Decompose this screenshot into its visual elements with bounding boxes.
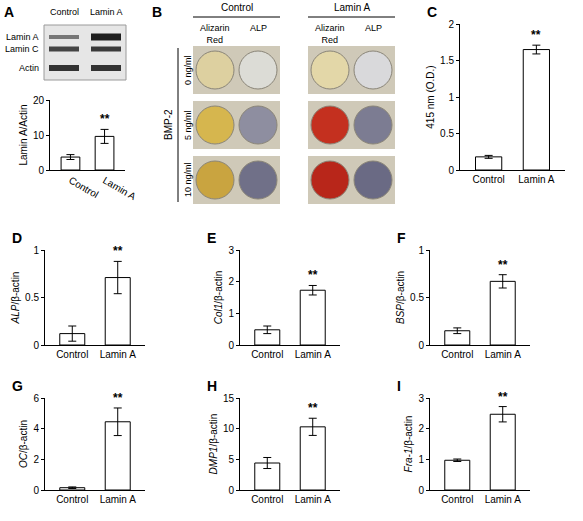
svg-text:Control: Control (441, 349, 473, 360)
svg-text:2: 2 (418, 423, 424, 434)
svg-text:2: 2 (448, 19, 454, 30)
svg-text:1: 1 (448, 92, 454, 103)
svg-text:0: 0 (448, 165, 454, 176)
svg-text:C: C (427, 4, 437, 20)
svg-text:5: 5 (228, 454, 234, 465)
svg-text:**: ** (100, 112, 110, 126)
svg-text:Control: Control (50, 7, 79, 17)
svg-text:Lamin A: Lamin A (485, 494, 521, 505)
svg-text:0: 0 (33, 485, 39, 496)
svg-text:10: 10 (33, 130, 45, 141)
svg-text:ALP: ALP (365, 23, 382, 33)
svg-text:0: 0 (418, 340, 424, 351)
svg-text:I: I (397, 378, 401, 394)
svg-text:F: F (397, 230, 406, 246)
svg-text:0: 0 (228, 485, 234, 496)
svg-text:BSP/β-actin: BSP/β-actin (395, 271, 406, 324)
svg-text:AlizarinRed: AlizarinRed (315, 23, 345, 45)
svg-text:**: ** (308, 401, 318, 415)
svg-text:Control: Control (251, 494, 283, 505)
svg-text:Lamin C: Lamin C (5, 44, 39, 54)
svg-text:0: 0 (33, 340, 39, 351)
svg-text:AlizarinRed: AlizarinRed (200, 23, 230, 45)
svg-text:**: ** (498, 258, 508, 272)
svg-text:G: G (12, 378, 23, 394)
svg-text:**: ** (531, 28, 541, 42)
svg-text:10 ng/ml: 10 ng/ml (183, 162, 193, 197)
svg-text:Lamin A: Lamin A (518, 174, 554, 185)
svg-text:OC/β-actin: OC/β-actin (18, 420, 29, 468)
svg-text:Control: Control (56, 494, 88, 505)
svg-text:0 ng/ml: 0 ng/ml (183, 55, 193, 85)
svg-text:Lamin A: Lamin A (295, 494, 331, 505)
svg-text:E: E (207, 230, 216, 246)
svg-text:**: ** (113, 391, 123, 405)
svg-text:0.5: 0.5 (25, 292, 39, 303)
svg-text:Control: Control (441, 494, 473, 505)
svg-text:DMP1/β-actin: DMP1/β-actin (208, 414, 219, 475)
svg-text:Lamin A: Lamin A (100, 494, 136, 505)
svg-text:BMP-2: BMP-2 (163, 109, 174, 140)
svg-text:Lamin A: Lamin A (100, 349, 136, 360)
svg-text:Lamin A: Lamin A (334, 2, 370, 13)
svg-text:0: 0 (418, 485, 424, 496)
svg-text:415 nm (O.D.): 415 nm (O.D.) (425, 65, 436, 128)
svg-text:Lamin A: Lamin A (6, 32, 39, 42)
svg-text:H: H (207, 378, 217, 394)
svg-text:2: 2 (228, 276, 234, 287)
svg-text:B: B (152, 4, 162, 20)
svg-text:3: 3 (418, 393, 424, 404)
svg-text:20: 20 (33, 95, 45, 106)
svg-text:Lamin A/Actin: Lamin A/Actin (18, 104, 29, 165)
svg-text:1: 1 (33, 245, 39, 256)
svg-text:5 ng/ml: 5 ng/ml (183, 110, 193, 140)
svg-text:10: 10 (223, 423, 235, 434)
svg-text:1: 1 (418, 245, 424, 256)
svg-text:**: ** (113, 244, 123, 258)
svg-text:A: A (4, 4, 14, 20)
svg-text:Control: Control (56, 349, 88, 360)
svg-text:Fra-1/β-actin: Fra-1/β-actin (403, 416, 414, 473)
svg-text:15: 15 (223, 393, 235, 404)
svg-text:Actin: Actin (19, 63, 39, 73)
svg-text:3: 3 (228, 245, 234, 256)
svg-text:4: 4 (33, 423, 39, 434)
svg-text:**: ** (308, 268, 318, 282)
svg-text:ALP: ALP (250, 23, 267, 33)
svg-text:Lamin A: Lamin A (101, 175, 138, 203)
svg-text:Control: Control (251, 349, 283, 360)
svg-text:1.5: 1.5 (440, 55, 454, 66)
svg-text:Lamin A: Lamin A (295, 349, 331, 360)
svg-text:0.5: 0.5 (410, 292, 424, 303)
svg-text:Control: Control (221, 2, 253, 13)
svg-text:D: D (12, 230, 22, 246)
svg-text:6: 6 (33, 393, 39, 404)
svg-text:**: ** (498, 390, 508, 404)
svg-text:1: 1 (228, 308, 234, 319)
svg-text:0: 0 (228, 340, 234, 351)
svg-text:Col1/β-actin: Col1/β-actin (213, 271, 224, 325)
svg-text:Control: Control (67, 175, 100, 201)
svg-text:Lamin A: Lamin A (90, 7, 123, 17)
svg-text:Lamin A: Lamin A (485, 349, 521, 360)
svg-text:0: 0 (38, 165, 44, 176)
svg-text:2: 2 (33, 454, 39, 465)
svg-text:ALP/β-actin: ALP/β-actin (10, 272, 21, 325)
svg-text:0.5: 0.5 (440, 128, 454, 139)
svg-text:Control: Control (473, 174, 505, 185)
svg-text:1: 1 (418, 454, 424, 465)
